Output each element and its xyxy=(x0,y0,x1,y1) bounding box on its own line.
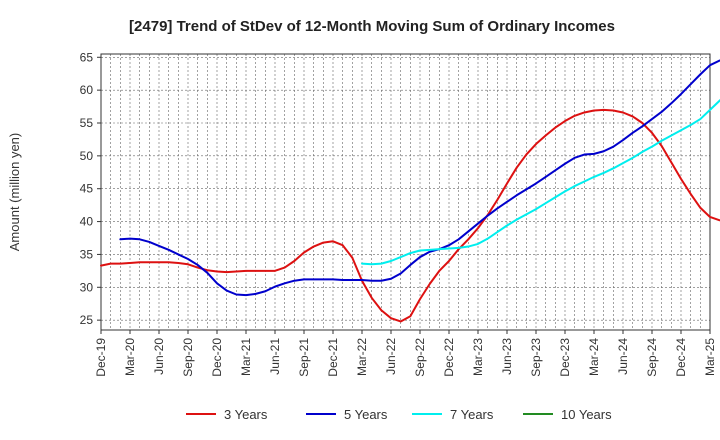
x-tick-label: Jun-20 xyxy=(152,338,166,375)
y-tick-label: 45 xyxy=(80,182,94,196)
grid xyxy=(101,54,710,330)
x-tick-label: Mar-21 xyxy=(239,338,253,376)
chart-title: [2479] Trend of StDev of 12-Month Moving… xyxy=(129,18,615,35)
x-axis: Dec-19 Mar-20 Jun-20 Sep-20 Dec-20 Mar-21 Jun-… xyxy=(94,330,717,377)
x-tick-label: Mar-22 xyxy=(355,338,369,376)
x-tick-label: Dec-24 xyxy=(674,338,688,377)
y-tick-label: 30 xyxy=(80,280,94,294)
x-tick-label: Jun-22 xyxy=(384,338,398,375)
x-tick-label: Dec-21 xyxy=(326,338,340,377)
y-tick-label: 65 xyxy=(80,50,94,64)
legend-label: 10 Years xyxy=(561,407,612,422)
x-tick-label: Sep-22 xyxy=(413,338,427,377)
y-tick-label: 60 xyxy=(80,83,94,97)
x-tick-label: Dec-23 xyxy=(558,338,572,377)
y-tick-label: 25 xyxy=(80,313,94,327)
x-tick-label: Sep-20 xyxy=(181,338,195,377)
series-line-2 xyxy=(119,59,720,297)
series-layer xyxy=(100,59,720,323)
y-axis-label: Amount (million yen) xyxy=(7,133,22,252)
x-tick-label: Mar-24 xyxy=(587,338,601,376)
x-tick-label: Mar-23 xyxy=(471,338,485,376)
x-tick-label: Jun-23 xyxy=(500,338,514,375)
x-tick-label: Mar-25 xyxy=(703,338,717,376)
x-tick-label: Dec-19 xyxy=(94,338,108,377)
plot-area xyxy=(100,53,711,331)
legend-label: 3 Years xyxy=(224,407,268,422)
y-tick-label: 50 xyxy=(80,149,94,163)
x-tick-label: Mar-20 xyxy=(123,338,137,376)
legend: 3 Years 5 Years 7 Years 10 Years xyxy=(186,407,612,422)
x-tick-label: Sep-21 xyxy=(297,338,311,377)
y-axis: 25 30 35 40 45 50 55 60 65 xyxy=(80,50,101,327)
x-tick-label: Jun-24 xyxy=(616,338,630,375)
legend-label: 5 Years xyxy=(344,407,388,422)
y-tick-label: 40 xyxy=(80,215,94,229)
y-tick-label: 35 xyxy=(80,247,94,261)
x-tick-label: Jun-21 xyxy=(268,338,282,375)
x-tick-label: Sep-23 xyxy=(529,338,543,377)
series-line-1 xyxy=(100,108,720,323)
series-line-3 xyxy=(361,98,720,266)
legend-label: 7 Years xyxy=(450,407,494,422)
x-tick-label: Dec-22 xyxy=(442,338,456,377)
y-tick-label: 55 xyxy=(80,116,94,130)
x-tick-label: Sep-24 xyxy=(645,338,659,377)
x-tick-label: Dec-20 xyxy=(210,338,224,377)
